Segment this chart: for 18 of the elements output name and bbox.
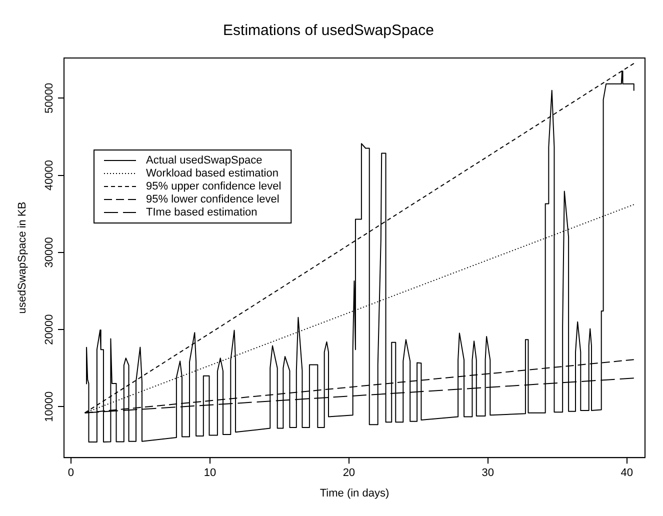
y-tick-label: 40000 <box>44 160 56 191</box>
x-tick-label: 30 <box>482 467 494 480</box>
y-tick-label: 20000 <box>44 314 56 345</box>
chart-title: Estimations of usedSwapSpace <box>223 22 434 40</box>
legend-label: Actual usedSwapSpace <box>146 154 262 167</box>
legend-label: 95% lower confidence level <box>146 194 280 206</box>
x-tick-label: 0 <box>68 467 74 480</box>
x-tick-label: 10 <box>204 467 216 480</box>
y-tick-label: 30000 <box>44 237 56 268</box>
y-axis-title: usedSwapSpace in KB <box>16 202 29 314</box>
y-tick-label: 10000 <box>44 391 56 422</box>
legend-label: Workload based estimation <box>146 168 278 180</box>
x-tick-label: 40 <box>620 467 634 480</box>
x-tick-label: 20 <box>342 467 356 480</box>
legend-label: TIme based estimation <box>146 206 258 219</box>
x-axis-title: Time (in days) <box>320 487 390 500</box>
y-tick-label: 50000 <box>44 82 56 114</box>
legend-label: 95% upper confidence level <box>146 180 282 193</box>
